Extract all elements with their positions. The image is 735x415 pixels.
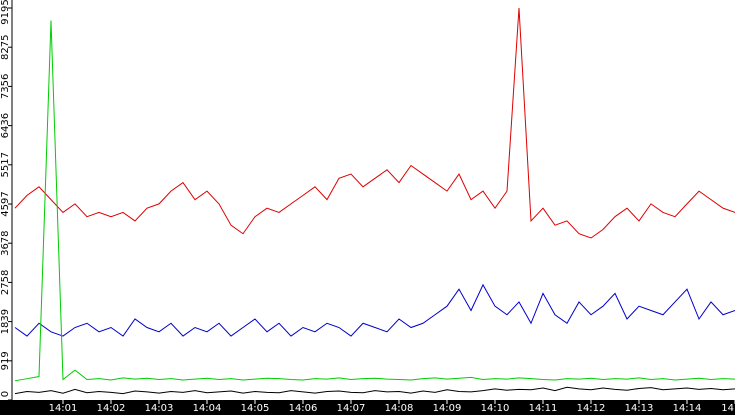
y-tick-label: 3678 [0, 230, 11, 255]
x-tick-label: 14:10 [481, 403, 510, 414]
x-tick-label: 14 [721, 403, 734, 414]
x-tick-label: 14:09 [433, 403, 462, 414]
x-axis-band [0, 400, 735, 415]
x-tick-label: 14:02 [97, 403, 126, 414]
x-tick-label: 14:04 [193, 403, 222, 414]
x-tick-label: 14:07 [337, 403, 366, 414]
y-tick-label: 4597 [0, 191, 11, 216]
y-tick-label: 0 [0, 391, 11, 397]
series-line [14, 20, 735, 382]
x-tick-label: 14:14 [673, 403, 702, 414]
y-tick-label: 6436 [0, 113, 11, 138]
series-line [14, 386, 735, 395]
y-tick-label: 9195 [0, 0, 11, 25]
x-tick-label: 14:12 [577, 403, 606, 414]
y-tick-label: 8275 [0, 34, 11, 59]
x-tick-label: 14:06 [289, 403, 318, 414]
x-tick-label: 14:11 [529, 403, 558, 414]
y-tick-label: 1839 [0, 309, 11, 334]
series-line [14, 283, 735, 337]
x-tick-label: 14:05 [241, 403, 270, 414]
y-tick-label: 2758 [0, 270, 11, 295]
series-line [14, 7, 735, 239]
x-tick-label: 14:03 [145, 403, 174, 414]
y-tick-label: 919 [0, 351, 11, 370]
y-tick-label: 5517 [0, 152, 11, 177]
x-tick-label: 14:01 [49, 403, 78, 414]
x-tick-label: 14:13 [625, 403, 654, 414]
x-tick-label: 14:08 [385, 403, 414, 414]
y-tick-label: 7356 [0, 74, 11, 99]
